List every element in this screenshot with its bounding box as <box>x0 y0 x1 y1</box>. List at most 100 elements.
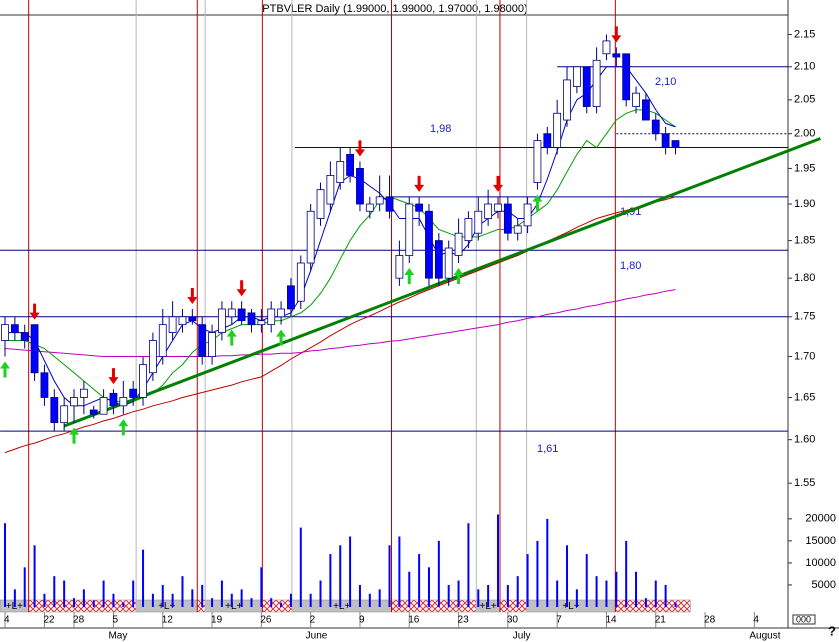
candle-body <box>612 53 621 58</box>
x-tick-label: 28 <box>73 615 85 626</box>
candle-body <box>622 53 631 101</box>
candle-body <box>287 285 295 310</box>
y-tick-label: 1.70 <box>794 350 815 362</box>
level-annotation: 1,61 <box>537 443 558 455</box>
candle-body <box>208 332 216 357</box>
sell-arrow <box>236 280 247 297</box>
candle-body <box>454 232 463 256</box>
signal-label: +L+ <box>225 601 242 612</box>
y-tick-label: 1.60 <box>794 434 815 446</box>
y-tick-label: 2.05 <box>794 94 815 106</box>
candle-body <box>346 154 355 176</box>
candle-body <box>415 203 424 212</box>
candle-body <box>30 324 39 374</box>
candle-body <box>119 397 128 407</box>
candle-body <box>178 316 187 326</box>
candle-body <box>434 240 443 279</box>
candle-body <box>168 316 177 333</box>
signal-label: +L+ <box>158 601 175 612</box>
signal-label: +L+ <box>562 601 579 612</box>
signal-label: +L+ <box>333 601 350 612</box>
sell-arrow <box>493 175 503 192</box>
x-tick-label: 22 <box>43 615 55 626</box>
buy-arrow <box>118 419 129 436</box>
corner-box-text: 000 <box>796 614 811 624</box>
candle-body <box>218 308 226 333</box>
level-annotation: 1,80 <box>620 260 641 272</box>
x-tick-label: 23 <box>458 615 470 626</box>
sell-arrow <box>611 26 622 43</box>
candle-body <box>50 397 59 424</box>
x-tick-label: 21 <box>655 615 667 626</box>
sell-arrow <box>187 287 198 304</box>
candle-body <box>464 218 473 241</box>
signal-segment <box>262 599 293 613</box>
sell-arrow <box>354 140 365 157</box>
candle-body <box>375 196 384 205</box>
candle-body <box>227 308 236 318</box>
sell-arrow <box>29 303 40 320</box>
month-label: July <box>513 631 531 642</box>
candle-body <box>651 119 660 135</box>
buy-arrow <box>276 329 287 346</box>
buy-arrow <box>69 427 80 444</box>
candle-body <box>40 372 49 398</box>
candle-body <box>277 308 285 318</box>
candle-body <box>257 320 266 326</box>
candle-body <box>602 40 611 55</box>
candle-body <box>198 324 207 357</box>
candle-body <box>79 388 88 398</box>
buy-arrow <box>532 194 543 211</box>
candle-body <box>563 79 571 121</box>
moving-average <box>4 196 676 454</box>
candle-body <box>326 175 335 205</box>
candle-body <box>316 189 325 219</box>
candle-body <box>70 397 78 407</box>
x-tick-label: 14 <box>605 615 617 626</box>
candle-body <box>267 308 276 326</box>
candle-body <box>129 388 138 398</box>
help-mark[interactable]: ? <box>828 623 836 638</box>
candle-body <box>60 405 69 424</box>
candle-body <box>139 364 147 398</box>
volume-tick-label: 5000 <box>812 579 836 591</box>
y-tick-label: 1.95 <box>794 162 815 174</box>
candle-body <box>503 203 512 234</box>
candle-body <box>188 316 197 322</box>
y-tick-label: 1.55 <box>794 477 815 489</box>
buy-arrow <box>453 268 464 285</box>
candle-body <box>365 203 374 212</box>
candle-body <box>671 140 680 148</box>
candle-body <box>494 203 502 212</box>
candle-body <box>10 324 19 333</box>
x-tick-label: 26 <box>260 615 272 626</box>
candle-body <box>1 324 9 341</box>
candle-body <box>356 168 364 205</box>
x-tick-label: 4 <box>753 615 759 626</box>
candle-body <box>148 340 157 374</box>
y-tick-label: 1.65 <box>794 391 815 403</box>
x-tick-label: 19 <box>211 615 223 626</box>
month-label: August <box>749 631 780 642</box>
moving-average <box>4 289 676 357</box>
y-tick-label: 1.80 <box>794 272 815 284</box>
buy-arrow <box>404 268 415 285</box>
buy-arrow <box>0 361 10 378</box>
trendline <box>63 137 821 428</box>
candle-body <box>306 210 315 264</box>
candle-body <box>99 397 108 415</box>
candle-body <box>444 247 453 279</box>
signal-segment <box>499 599 527 613</box>
x-tick-label: 30 <box>507 615 519 626</box>
candle-body <box>474 210 483 234</box>
candle-body <box>158 324 167 357</box>
buy-arrow <box>226 329 237 346</box>
volume-tick-label: 15000 <box>805 535 836 547</box>
y-tick-label: 1.75 <box>794 311 815 323</box>
candle-body <box>572 66 581 87</box>
candle-body <box>20 332 29 341</box>
candle-body <box>661 133 670 148</box>
candle-body <box>89 409 98 415</box>
